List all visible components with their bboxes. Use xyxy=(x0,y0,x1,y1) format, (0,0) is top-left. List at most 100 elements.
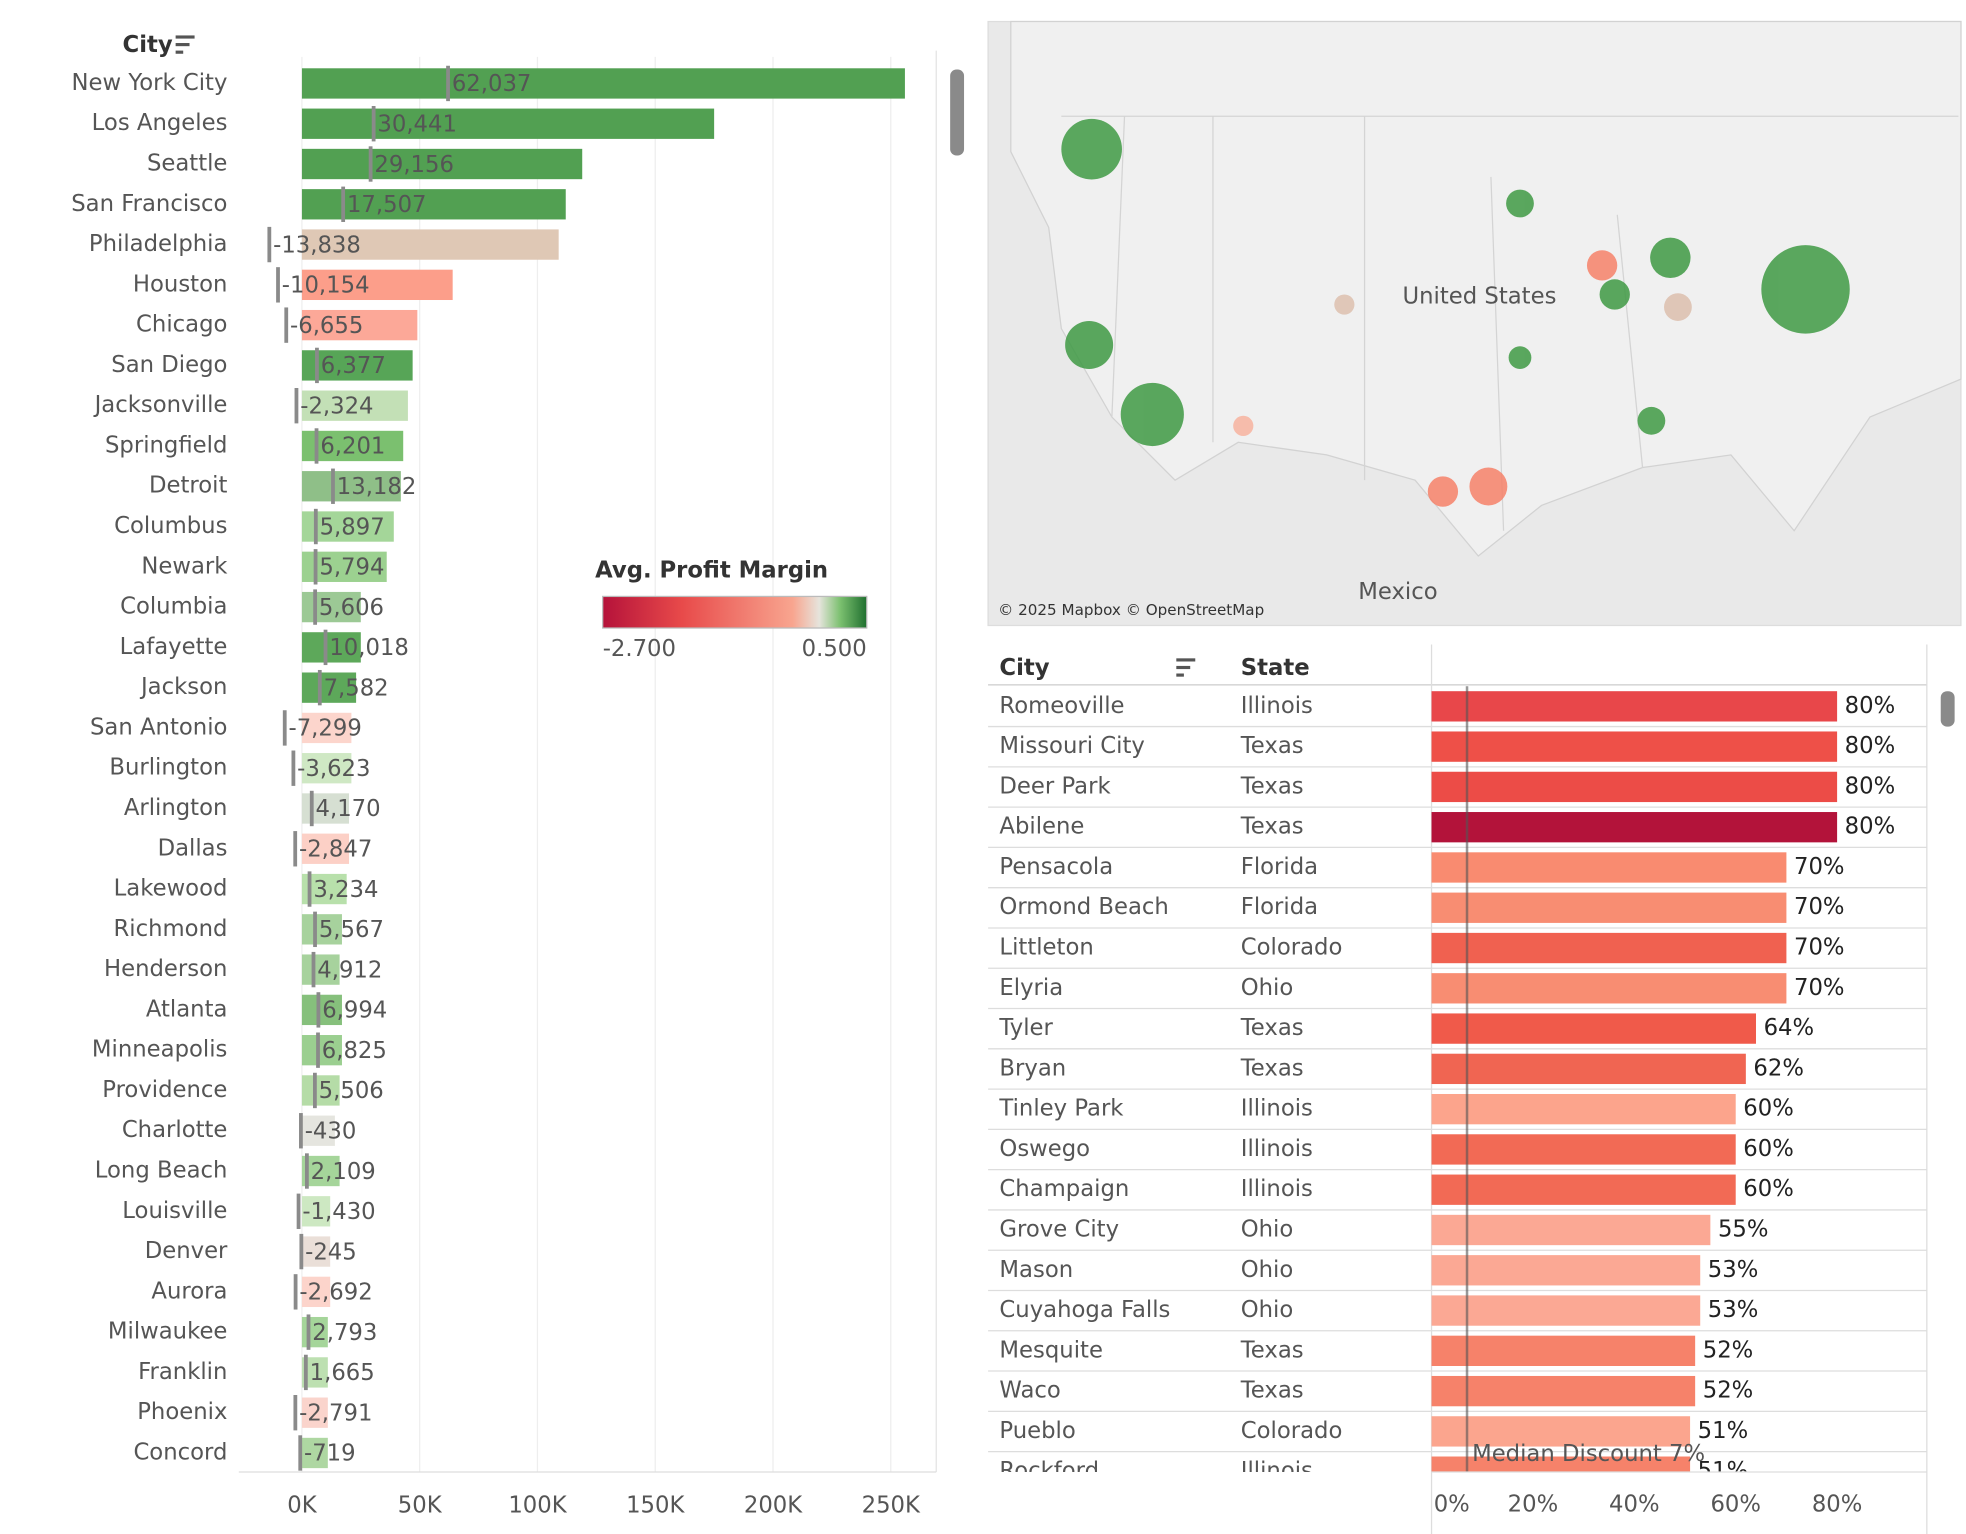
sort-icon[interactable] xyxy=(175,35,195,54)
state-cell: Illinois xyxy=(1241,693,1313,719)
profit-label: 13,182 xyxy=(337,474,417,500)
category-label: Aurora xyxy=(151,1278,227,1304)
profit-label: -2,791 xyxy=(299,1400,372,1426)
value-label: 51% xyxy=(1698,1418,1749,1444)
value-label: 80% xyxy=(1845,814,1896,840)
city-cell: Cuyahoga Falls xyxy=(999,1297,1170,1323)
state-cell: Ohio xyxy=(1241,1297,1294,1323)
state-cell: Texas xyxy=(1240,1378,1304,1404)
city-cell: Grove City xyxy=(999,1216,1119,1242)
category-label: Richmond xyxy=(114,916,228,942)
state-cell: Illinois xyxy=(1241,1176,1313,1202)
bar xyxy=(301,833,350,864)
x-tick-label: 150K xyxy=(626,1493,685,1519)
state-cell: Ohio xyxy=(1241,1216,1294,1242)
reference-label: Median Discount 7% xyxy=(1472,1441,1705,1467)
x-tick-label: 250K xyxy=(862,1493,921,1519)
bar xyxy=(1431,691,1838,722)
bar xyxy=(1431,1255,1701,1286)
map-label: Mexico xyxy=(1358,579,1437,605)
bar xyxy=(301,1035,342,1066)
category-label: Milwaukee xyxy=(108,1319,228,1345)
category-label: Charlotte xyxy=(122,1117,228,1143)
bar xyxy=(301,1437,328,1469)
profit-label: 4,170 xyxy=(316,796,381,822)
value-label: 80% xyxy=(1845,773,1896,799)
bar xyxy=(301,632,361,663)
profit-label: -245 xyxy=(305,1239,357,1265)
profit-label: 17,507 xyxy=(347,192,427,218)
bar xyxy=(301,1276,331,1308)
value-label: 70% xyxy=(1794,894,1845,920)
x-tick-label: 20% xyxy=(1508,1491,1559,1517)
city-cell: Deer Park xyxy=(999,773,1111,799)
sort-icon[interactable] xyxy=(1176,658,1196,677)
city-cell: Oswego xyxy=(999,1136,1090,1162)
category-label: Burlington xyxy=(109,755,227,781)
bar xyxy=(301,430,404,462)
bar xyxy=(1431,1375,1696,1407)
bar xyxy=(301,390,408,421)
value-label: 64% xyxy=(1764,1015,1815,1041)
bar xyxy=(1431,1295,1701,1326)
category-label: Detroit xyxy=(149,473,227,499)
category-label: Providence xyxy=(102,1077,227,1103)
value-label: 53% xyxy=(1708,1257,1759,1283)
scrollbar[interactable] xyxy=(1940,691,1955,727)
city-cell: Mason xyxy=(999,1257,1073,1283)
bar xyxy=(301,793,350,824)
value-label: 70% xyxy=(1794,854,1845,880)
scrollbar[interactable] xyxy=(950,69,965,156)
profit-label: 3,234 xyxy=(313,877,378,903)
bar xyxy=(1431,1134,1736,1165)
state-cell: Florida xyxy=(1241,894,1318,920)
state-cell: Illinois xyxy=(1241,1096,1313,1122)
value-label: 52% xyxy=(1703,1337,1754,1363)
bar xyxy=(1431,1013,1756,1044)
category-label: San Antonio xyxy=(90,714,227,740)
value-label: 52% xyxy=(1703,1378,1754,1404)
profit-label: 6,201 xyxy=(320,434,385,460)
category-label: Franklin xyxy=(138,1359,227,1385)
profit-label: 5,567 xyxy=(319,917,384,943)
profit-label: -13,838 xyxy=(273,232,361,258)
bar xyxy=(1431,731,1838,762)
city-cell: Mesquite xyxy=(999,1337,1103,1363)
profit-label: 5,794 xyxy=(319,555,384,581)
profit-label: 2,793 xyxy=(312,1320,377,1346)
profit-label: 4,912 xyxy=(317,957,382,983)
state-cell: Texas xyxy=(1240,1337,1304,1363)
profit-label: -3,623 xyxy=(297,756,370,782)
left-pane: 62,037 30,441 29,156 17,507 -13,838 -10,154 -6… xyxy=(267,56,905,1473)
x-tick-label: 50K xyxy=(398,1493,443,1519)
state-cell: Ohio xyxy=(1241,1257,1294,1283)
x-tick-label: 200K xyxy=(744,1493,803,1519)
bar xyxy=(301,591,361,623)
bar xyxy=(1431,812,1838,843)
category-label: Jackson xyxy=(139,674,227,700)
category-label: Los Angeles xyxy=(92,110,228,136)
state-cell: Texas xyxy=(1240,733,1304,759)
bar xyxy=(1431,1416,1691,1447)
category-label: Long Beach xyxy=(95,1158,228,1184)
state-cell: Texas xyxy=(1240,814,1304,840)
value-label: 80% xyxy=(1845,693,1896,719)
bar xyxy=(301,994,342,1026)
bar xyxy=(301,954,340,985)
state-cell: Colorado xyxy=(1241,1418,1343,1444)
profit-label: 6,825 xyxy=(322,1038,387,1064)
category-label: New York City xyxy=(72,70,228,96)
category-label: Newark xyxy=(141,553,228,579)
category-label: Phoenix xyxy=(137,1399,227,1425)
profit-label: 2,109 xyxy=(311,1159,376,1185)
x-tick-label: 80% xyxy=(1812,1491,1863,1517)
bar xyxy=(1431,1214,1711,1246)
bar xyxy=(1431,1456,1691,1473)
value-label: 53% xyxy=(1708,1297,1759,1323)
state-cell: Ohio xyxy=(1241,975,1294,1001)
category-label: Jacksonville xyxy=(93,392,228,418)
bar xyxy=(1431,1335,1696,1366)
category-label: Lakewood xyxy=(114,876,228,902)
bar xyxy=(1431,932,1787,964)
